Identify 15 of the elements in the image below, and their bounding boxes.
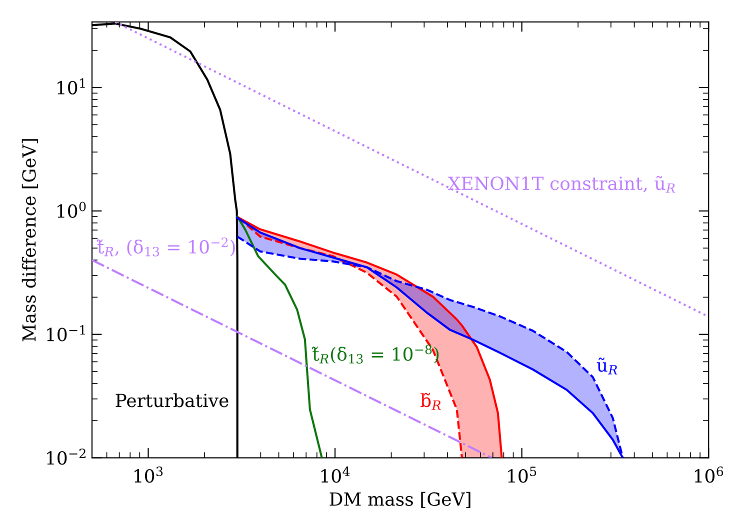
annotation: Perturbative xyxy=(116,393,228,408)
x-tick-label: 10$^{4}$ xyxy=(321,466,350,483)
series-label: ũ$_{R}$ xyxy=(596,358,618,374)
y-axis-title: Mass difference [GeV] xyxy=(22,139,38,342)
series-label: t̃$_{R}$, (δ$_{13}$ = 10$^{−2}$) xyxy=(96,237,235,256)
x-tick-label: 10$^{3}$ xyxy=(134,466,163,483)
y-tick-label: 10$^{−1}$ xyxy=(47,325,85,342)
text: b̃$_{R}$ xyxy=(420,392,441,410)
y-tick-label: 10$^{0}$ xyxy=(58,202,86,218)
y-tick-label: 10$^{1}$ xyxy=(58,78,85,95)
x-tick-label: 10$^{5}$ xyxy=(508,466,536,483)
series-label: XENON1T constraint, ũ$_{R}$ xyxy=(448,176,675,193)
y-tick-label: 10$^{−2}$ xyxy=(47,448,86,465)
x-axis-title: DM mass [GeV] xyxy=(330,492,470,508)
x-tick-label: 10$^{6}$ xyxy=(694,466,724,483)
